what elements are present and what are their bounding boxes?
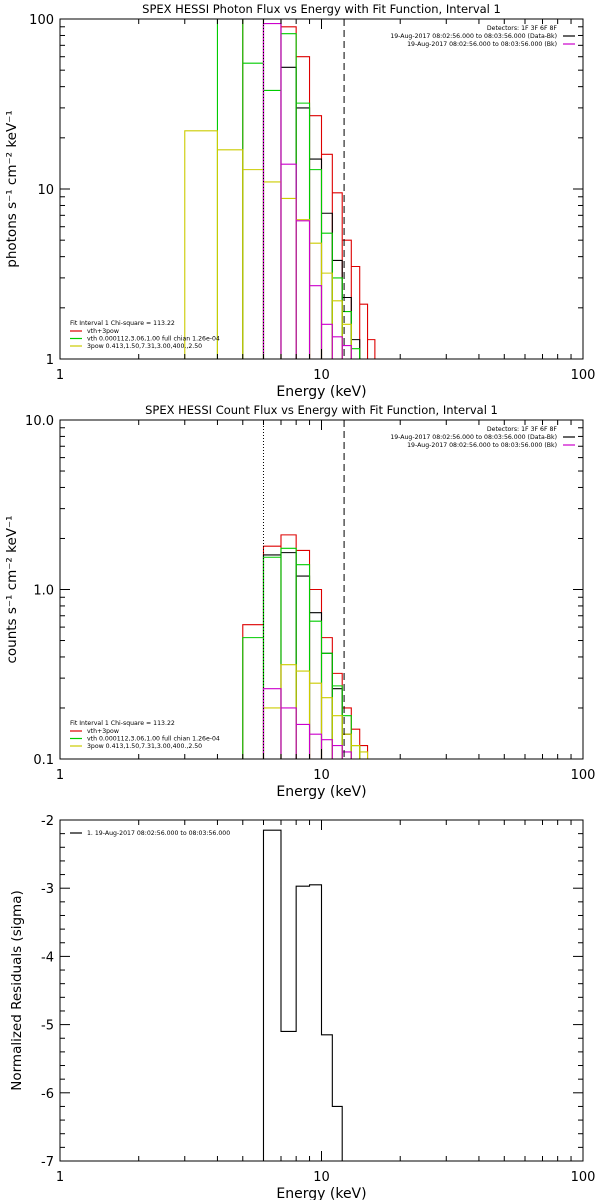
legend-entry-text: 19-Aug-2017 08:02:56.000 to 08:03:56.000… [407,41,557,48]
y-axis-label: counts s⁻¹ cm⁻² keV⁻¹ [4,515,20,663]
y-axis-ticks [60,427,583,709]
data-series-group [262,829,343,1161]
legend-entry-text: vth 0.000112,3.06,1.00 full chian 1.26e-… [87,336,220,343]
legend-entry-text: vth 0.000112,3.06,1.00 full chian 1.26e-… [87,736,220,743]
series-0-histogram [262,829,343,1161]
legend-header: Detectors: 1F 3F 6F 8F [487,25,558,32]
legend-header: Fit Interval 1 Chi-square = 113.22 [70,320,175,327]
chart-title: SPEX HESSI Photon Flux vs Energy with Fi… [142,2,501,16]
y-tick-label: -5 [41,1019,54,1034]
y-tick-label: -7 [41,1155,54,1170]
series-0-histogram [242,19,376,359]
y-tick-label: 0.1 [33,753,54,768]
x-tick-label: 100 [571,768,596,783]
series-2-histogram [242,547,361,759]
data-series-group [242,534,375,759]
legend-entry-text: 3pow 0.413,1.50,7.31,3.00,400.,2.50 [87,343,202,350]
y-tick-label: 10.0 [25,414,54,429]
y-axis-label: photons s⁻¹ cm⁻² keV⁻¹ [4,110,20,268]
legend-header: Detectors: 1F 3F 6F 8F [487,426,558,433]
x-axis-ticks [138,420,572,759]
y-tick-label: 1.0 [33,584,54,599]
legend-entry-text: 3pow 0.413,1.50,7.31,3.00,400.,2.50 [87,743,202,750]
series-2-histogram [216,19,361,359]
y-tick-label: 1 [46,353,54,368]
series-4-histogram [262,23,352,359]
legend-entry-text: 19-Aug-2017 08:02:56.000 to 08:03:56.000… [407,442,557,449]
y-tick-label: -3 [41,882,54,897]
x-tick-label: 10 [313,1170,330,1185]
x-tick-label: 1 [56,1170,64,1185]
legend-entry-text: 1. 19-Aug-2017 08:02:56.000 to 08:03:56.… [87,830,230,837]
x-tick-label: 100 [571,1170,596,1185]
photon-flux-panel: SPEX HESSI Photon Flux vs Energy with Fi… [4,2,595,400]
residuals-panel: 1 10 100 -7 -6 -5 -4 -3 -2 Energy (keV) Normalized… [9,814,595,1200]
x-axis-label: Energy (keV) [276,784,366,800]
series-0-histogram [242,534,375,759]
series-3-histogram [262,664,369,759]
x-axis-label: Energy (keV) [276,384,366,400]
x-tick-label: 1 [56,368,64,383]
y-axis-ticks [60,26,583,309]
y-axis-label: Normalized Residuals (sigma) [9,890,25,1091]
y-tick-label: -6 [41,1087,54,1102]
legend-entry-text: vth+3pow [87,728,119,735]
y-tick-label: 10 [37,183,54,198]
series-4-histogram [262,688,352,759]
legend-entry-text: vth+3pow [87,328,119,335]
y-tick-label: 100 [29,13,54,28]
legend-entry-text: 19-Aug-2017 08:02:56.000 to 08:03:56.000… [390,434,557,441]
y-axis-ticks [60,819,583,1162]
chart-title: SPEX HESSI Count Flux vs Energy with Fit… [145,403,498,417]
x-tick-label: 100 [571,368,596,383]
y-tick-label: -4 [41,950,54,965]
x-axis-label: Energy (keV) [276,1186,366,1200]
series-1-histogram [262,552,360,759]
count-flux-panel: SPEX HESSI Count Flux vs Energy with Fit… [4,403,595,800]
x-tick-label: 10 [313,768,330,783]
x-axis-ticks [138,19,572,359]
legend-entry-text: 19-Aug-2017 08:02:56.000 to 08:03:56.000… [390,33,557,40]
x-tick-label: 10 [313,368,330,383]
x-axis-ticks [138,820,572,1161]
y-tick-label: -2 [41,814,54,829]
series-1-histogram [262,19,361,359]
legend-header: Fit Interval 1 Chi-square = 113.22 [70,720,175,727]
data-series-group [184,19,376,359]
x-tick-label: 1 [56,768,64,783]
